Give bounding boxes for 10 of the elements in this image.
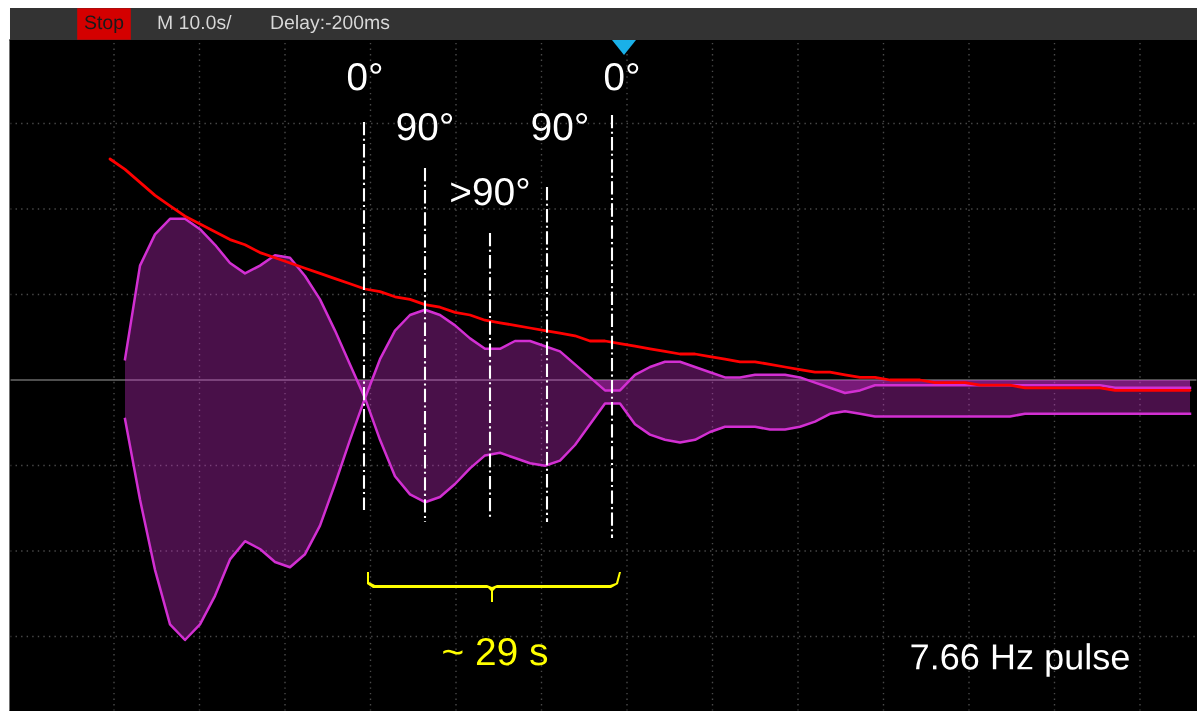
- text: 0°: [347, 62, 382, 91]
- text: M 10.0s/: [158, 14, 232, 30]
- annotation: >90°: [451, 177, 529, 206]
- annotation: ~ 29 s: [443, 637, 548, 666]
- text: Delay:-200ms: [271, 14, 390, 34]
- text: 7.66 Hz pulse: [911, 643, 1129, 677]
- text: 90°: [532, 112, 588, 141]
- text: Stop: [84, 15, 124, 34]
- text: 0°: [604, 62, 639, 91]
- text: 90°: [397, 112, 453, 141]
